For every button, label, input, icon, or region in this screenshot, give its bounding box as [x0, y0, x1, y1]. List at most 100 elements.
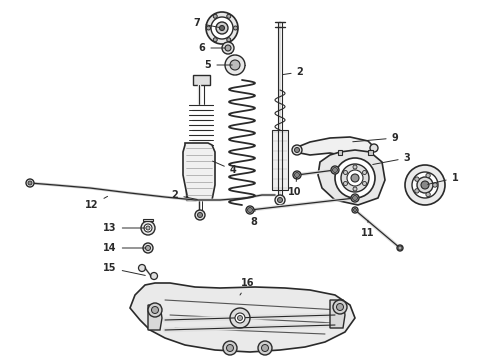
- Circle shape: [235, 313, 245, 323]
- Circle shape: [343, 181, 347, 185]
- Circle shape: [226, 345, 234, 351]
- Circle shape: [347, 170, 363, 186]
- Circle shape: [415, 177, 419, 181]
- Text: 1: 1: [428, 173, 458, 184]
- Circle shape: [28, 181, 32, 185]
- Circle shape: [363, 171, 367, 175]
- Circle shape: [213, 14, 217, 18]
- Circle shape: [353, 208, 357, 211]
- Circle shape: [397, 245, 403, 251]
- Circle shape: [294, 148, 299, 153]
- Text: 2: 2: [172, 190, 197, 200]
- Circle shape: [223, 341, 237, 355]
- Circle shape: [353, 165, 357, 169]
- Text: 7: 7: [194, 18, 219, 28]
- Circle shape: [275, 195, 285, 205]
- Circle shape: [415, 189, 419, 193]
- Circle shape: [258, 341, 272, 355]
- Circle shape: [352, 195, 358, 201]
- Circle shape: [351, 174, 359, 182]
- Text: 3: 3: [373, 153, 411, 165]
- Text: 5: 5: [205, 60, 232, 70]
- Circle shape: [353, 187, 357, 191]
- Circle shape: [331, 166, 339, 174]
- Polygon shape: [295, 137, 375, 157]
- Polygon shape: [143, 219, 153, 221]
- Circle shape: [206, 26, 211, 30]
- Circle shape: [337, 303, 343, 310]
- Circle shape: [277, 198, 283, 202]
- Circle shape: [144, 224, 152, 232]
- Circle shape: [343, 171, 347, 175]
- Circle shape: [151, 306, 158, 314]
- Circle shape: [363, 181, 367, 185]
- Circle shape: [141, 221, 155, 235]
- Circle shape: [230, 308, 250, 328]
- Polygon shape: [368, 150, 373, 155]
- Polygon shape: [330, 300, 345, 328]
- Circle shape: [426, 173, 430, 178]
- Circle shape: [234, 26, 238, 30]
- Text: 8: 8: [250, 210, 257, 227]
- Circle shape: [294, 172, 299, 177]
- Circle shape: [333, 167, 338, 172]
- Circle shape: [333, 300, 347, 314]
- Circle shape: [292, 145, 302, 155]
- Circle shape: [225, 55, 245, 75]
- Circle shape: [146, 226, 150, 230]
- Circle shape: [370, 144, 378, 152]
- Circle shape: [211, 17, 233, 39]
- Circle shape: [222, 42, 234, 54]
- Circle shape: [220, 26, 224, 31]
- Circle shape: [148, 303, 162, 317]
- Text: 10: 10: [288, 178, 302, 197]
- Circle shape: [433, 183, 437, 187]
- Circle shape: [426, 192, 430, 197]
- Circle shape: [238, 315, 243, 320]
- Circle shape: [412, 172, 438, 198]
- Circle shape: [417, 177, 433, 193]
- Circle shape: [421, 181, 429, 189]
- Circle shape: [341, 164, 369, 192]
- Polygon shape: [148, 305, 162, 330]
- Circle shape: [143, 243, 153, 253]
- Text: 15: 15: [103, 263, 145, 275]
- Circle shape: [398, 246, 402, 250]
- Text: 6: 6: [198, 43, 225, 53]
- Circle shape: [293, 171, 301, 179]
- Polygon shape: [318, 150, 385, 205]
- Circle shape: [351, 194, 359, 202]
- Polygon shape: [130, 283, 355, 352]
- Circle shape: [26, 179, 34, 187]
- Circle shape: [405, 165, 445, 205]
- Text: 14: 14: [103, 243, 145, 253]
- Text: 11: 11: [361, 221, 375, 238]
- Text: 16: 16: [240, 278, 255, 295]
- Circle shape: [139, 265, 146, 271]
- Text: 12: 12: [85, 196, 108, 210]
- Circle shape: [398, 247, 401, 249]
- Polygon shape: [193, 75, 210, 85]
- Polygon shape: [338, 150, 342, 155]
- Circle shape: [335, 158, 375, 198]
- Circle shape: [206, 12, 238, 44]
- Circle shape: [146, 246, 150, 251]
- Circle shape: [230, 60, 240, 70]
- Text: 13: 13: [103, 223, 145, 233]
- Text: 2: 2: [283, 67, 303, 77]
- Circle shape: [247, 207, 252, 212]
- Circle shape: [150, 273, 157, 279]
- Circle shape: [195, 210, 205, 220]
- Circle shape: [227, 38, 231, 42]
- Polygon shape: [272, 130, 288, 190]
- Polygon shape: [186, 145, 196, 200]
- Circle shape: [246, 206, 254, 214]
- Circle shape: [225, 45, 231, 51]
- Circle shape: [197, 212, 202, 217]
- Polygon shape: [183, 143, 215, 200]
- Text: 4: 4: [213, 161, 236, 175]
- Circle shape: [213, 38, 217, 42]
- Circle shape: [352, 207, 358, 213]
- Text: 9: 9: [353, 133, 398, 143]
- Circle shape: [262, 345, 269, 351]
